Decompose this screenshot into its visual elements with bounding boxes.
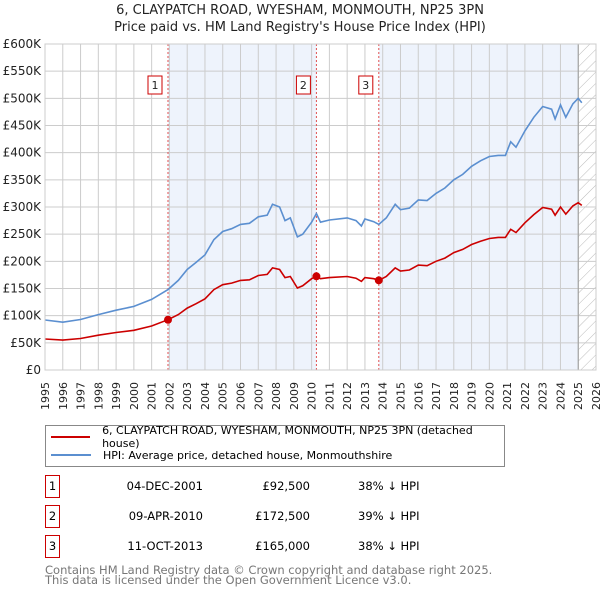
y-tick-label: £600K [3,37,43,51]
transaction-marker: 2 [45,505,60,528]
transaction-row: 3 11-OCT-2013 £165,000 38% ↓ HPI [45,535,445,558]
x-tick-label: 2023 [537,382,550,410]
transaction-row: 1 04-DEC-2001 £92,500 38% ↓ HPI [45,475,445,498]
x-tick-label: 1999 [110,382,123,410]
y-tick-label: £150K [3,282,43,296]
x-tick-label: 2000 [128,382,141,410]
y-tick-label: £400K [3,146,43,160]
transaction-hpi: 39% ↓ HPI [358,509,420,523]
x-tick-label: 2013 [359,382,372,410]
x-tick-label: 1996 [57,382,70,410]
x-tick-label: 2012 [341,382,354,410]
y-tick-label: £350K [3,173,43,187]
sale-label-box [358,75,374,95]
transaction-date: 11-OCT-2013 [127,539,203,553]
y-tick-label: £200K [3,254,43,268]
transaction-marker: 3 [45,535,60,558]
y-tick-label: £550K [3,64,43,78]
x-tick-label: 2003 [181,382,194,410]
transaction-hpi: 38% ↓ HPI [358,479,420,493]
x-tick-label: 2022 [519,382,532,410]
price-chart: 1995 1996 1997 1998 1999 2000 2001 2002 2003 2004… [3,37,600,410]
x-tick-label: 1995 [39,382,52,410]
x-tick-label: 2006 [235,382,248,410]
legend-hpi-swatch [51,454,91,456]
y-tick-label: £300K [3,200,43,214]
chart-subtitle: Price paid vs. HM Land Registry's House … [114,20,486,35]
transaction-marker: 1 [45,475,60,498]
x-tick-label: 2025 [572,382,585,410]
sale-label-box [295,75,311,95]
x-tick-label: 2005 [217,382,230,410]
transaction-date: 09-APR-2010 [128,509,203,523]
transaction-price: £92,500 [262,479,310,493]
x-tick-label: 2021 [501,382,514,410]
legend-property-label: 6, CLAYPATCH ROAD, WYESHAM, MONMOUTH, NP… [102,424,473,450]
x-tick-label: 1998 [92,382,105,410]
x-tick-label: 2007 [252,382,265,410]
x-tick-label: 2026 [590,382,600,410]
y-tick-label: £100K [3,309,43,323]
property-series-line [44,201,583,341]
x-tick-label: 2015 [394,382,407,410]
legend: 6, CLAYPATCH ROAD, WYESHAM, MONMOUTH, NP… [45,424,505,467]
x-tick-label: 2001 [146,382,159,410]
x-tick-label: 1997 [75,382,88,410]
x-tick-label: 2002 [163,382,176,410]
sale-label: 1 [151,79,158,92]
plot-border [44,43,597,371]
y-tick-label: £0 [26,363,41,377]
sale-point [374,276,383,285]
footer-licence: This data is licensed under the Open Gov… [45,573,412,587]
y-tick-label: £50K [10,336,42,350]
y-tick-label: £250K [3,227,43,241]
transaction-hpi: 38% ↓ HPI [358,539,420,553]
y-tick-label: £450K [3,119,43,133]
transaction-row: 2 09-APR-2010 £172,500 39% ↓ HPI [45,505,445,528]
sale-point [163,315,172,324]
x-tick-label: 2018 [448,382,461,410]
legend-property-swatch [51,436,91,438]
sale-label: 3 [362,79,369,92]
x-tick-label: 2020 [483,382,496,410]
transaction-price: £172,500 [255,509,310,523]
x-tick-label: 2024 [554,382,567,410]
x-tick-label: 2019 [466,382,479,410]
transaction-price: £165,000 [255,539,310,553]
x-tick-label: 2009 [288,382,301,410]
chart-title: 6, CLAYPATCH ROAD, WYESHAM, MONMOUTH, NP… [116,3,484,18]
sale-label-box [147,75,163,95]
x-tick-label: 2004 [199,382,212,410]
x-tick-label: 2016 [412,382,425,410]
hpi-series-line [44,97,583,324]
y-tick-label: £500K [3,91,43,105]
x-tick-label: 2008 [270,382,283,410]
transaction-date: 04-DEC-2001 [126,479,203,493]
x-tick-label: 2011 [323,382,336,410]
x-tick-label: 2010 [306,382,319,410]
footer-copyright: Contains HM Land Registry data © Crown c… [45,563,493,577]
x-tick-label: 2014 [377,382,390,410]
x-tick-label: 2017 [430,382,443,410]
sale-point [312,272,321,281]
sale-label: 2 [300,79,307,92]
legend-hpi-label: HPI: Average price, detached house, Monm… [103,448,393,462]
